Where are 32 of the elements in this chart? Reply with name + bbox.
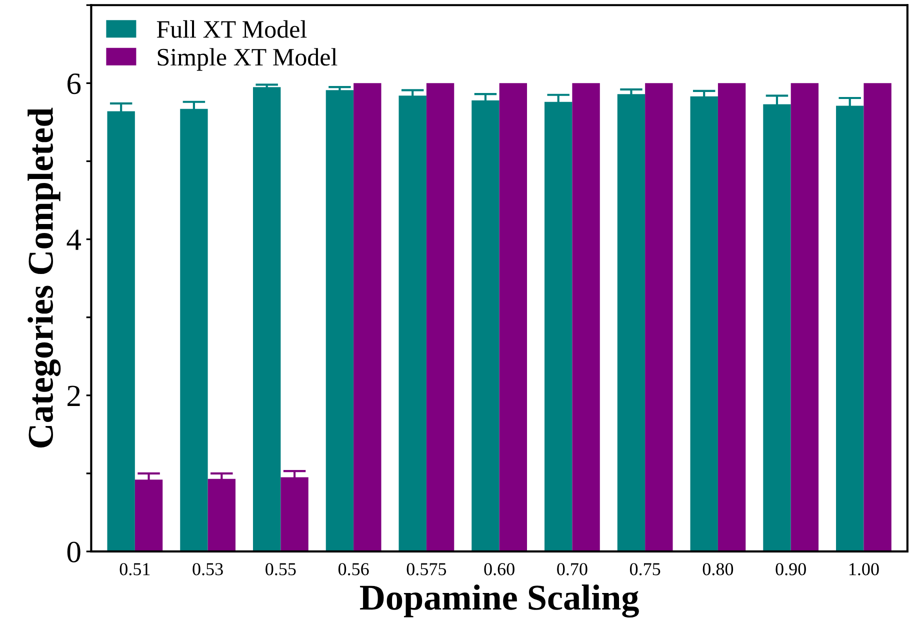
x-tick-label: 0.90 xyxy=(776,563,806,576)
x-tick-label: 1.00 xyxy=(850,563,879,576)
x-tick-label: 0.51 xyxy=(120,563,150,576)
x-tick-label: 0.60 xyxy=(484,563,514,576)
y-tick-label: 0 xyxy=(67,542,80,562)
bar xyxy=(426,83,454,552)
legend-label: Full XT Model xyxy=(156,20,307,38)
y-tick-label: 4 xyxy=(66,230,81,250)
bar xyxy=(790,83,819,552)
legend-label: Simple XT Model xyxy=(158,48,338,71)
bar xyxy=(645,83,673,552)
x-tick-label: 0.70 xyxy=(557,563,588,576)
bar xyxy=(208,478,236,552)
x-tick-label: 0.80 xyxy=(702,563,734,576)
x-tick-label: 0.53 xyxy=(192,563,223,576)
x-axis-title: Dopamine Scaling xyxy=(360,584,639,618)
x-tick-label: 0.56 xyxy=(338,563,369,576)
bar xyxy=(572,83,600,552)
y-tick-label: 2 xyxy=(68,386,80,406)
y-axis-title: Categories Completed xyxy=(28,108,61,448)
y-tick-label: 6 xyxy=(68,74,81,94)
bar xyxy=(326,90,354,552)
x-tick-label: 0.55 xyxy=(266,563,296,576)
x-tick-label: 0.575 xyxy=(406,563,446,576)
bar xyxy=(499,83,528,552)
x-tick-label: 0.75 xyxy=(630,563,660,576)
bar xyxy=(718,83,746,552)
bar xyxy=(690,96,718,552)
bar xyxy=(354,83,382,552)
bar xyxy=(864,83,892,552)
bar xyxy=(252,87,281,552)
bar xyxy=(617,94,646,552)
